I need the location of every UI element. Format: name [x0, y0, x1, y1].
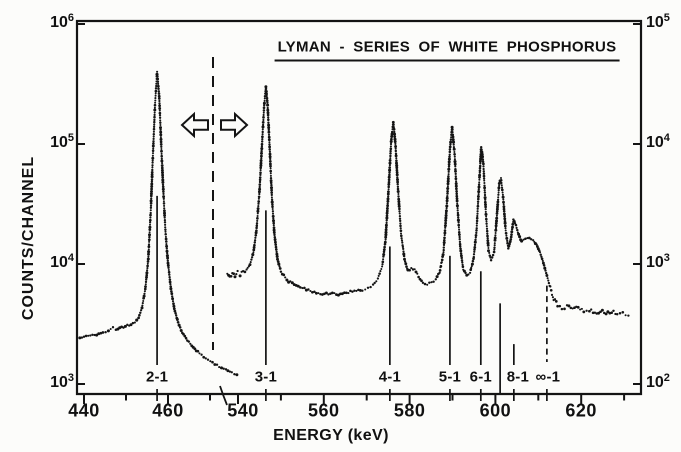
peak-label: 5-1	[438, 368, 462, 386]
x-tick-label: 620	[565, 400, 597, 421]
peak-label: ∞-1	[535, 368, 561, 386]
x-tick-label: 540	[227, 400, 259, 421]
x-tick-label: 560	[308, 400, 340, 421]
x-tick-label: 580	[393, 400, 426, 421]
x-tick-label: 440	[68, 400, 100, 421]
left-block-arrow-icon	[180, 111, 209, 139]
peak-label: 2-1	[145, 368, 169, 386]
y-right-tick-label: 103	[646, 252, 670, 272]
axis-break-squiggle	[219, 385, 228, 406]
y-right-tick-label: 102	[646, 372, 670, 392]
y-left-tick-label: 104	[50, 252, 74, 272]
peak-label: 8-1	[506, 368, 529, 386]
peak-label: 6-1	[469, 368, 492, 386]
x-axis-title: ENERGY (keV)	[273, 427, 389, 444]
y-left-tick-label: 106	[50, 12, 74, 32]
y-right-tick-label: 104	[646, 132, 670, 152]
y-right-tick-label: 105	[646, 12, 670, 32]
right-block-arrow-icon	[220, 111, 249, 139]
plot-frame	[75, 19, 643, 396]
y-left-tick-label: 103	[50, 372, 74, 392]
x-tick-label: 460	[152, 400, 184, 421]
x-tick-label: 600	[479, 400, 512, 421]
spectrum-data-points	[78, 70, 630, 377]
chart-title: LYMAN - SERIES OF WHITE PHOSPHORUS	[274, 39, 620, 62]
peak-label: 3-1	[254, 368, 278, 386]
peak-label: 4-1	[378, 368, 401, 386]
y-axis-title: COUNTS/CHANNEL	[20, 155, 37, 321]
y-left-tick-label: 105	[50, 132, 74, 152]
